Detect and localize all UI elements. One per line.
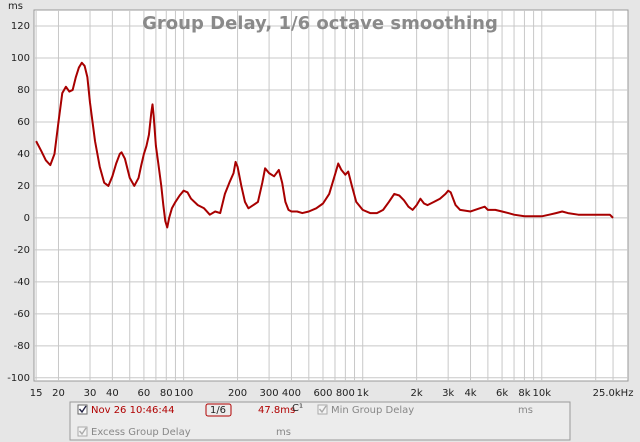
x-tick-label: 20 xyxy=(52,388,65,399)
excess-unit: ms xyxy=(276,427,291,438)
x-tick-label: 800 xyxy=(336,388,355,399)
y-tick-label: -40 xyxy=(14,277,30,288)
y-tick-label: 60 xyxy=(17,117,30,128)
x-tick-label: 2k xyxy=(411,388,423,399)
channel: C¹ xyxy=(292,403,303,414)
series-line xyxy=(35,61,614,229)
x-tick-label: 6k xyxy=(496,388,508,399)
y-tick-label: -60 xyxy=(14,309,30,320)
check xyxy=(78,427,87,436)
checkbox[interactable] xyxy=(77,426,88,437)
x-tick-label: 400 xyxy=(282,388,301,399)
x-tick-label: 80 xyxy=(160,388,173,399)
legend-panel: Nov 26 10:46:44 1/6 47.8ms C¹ Min Group … xyxy=(69,401,571,441)
chart-title: Group Delay, 1/6 octave smoothing xyxy=(142,13,498,34)
y-tick-label: 0 xyxy=(24,213,30,224)
smoothing: 1/6 xyxy=(210,405,226,416)
y-tick-label: 120 xyxy=(11,21,30,32)
x-tick-label: 1k xyxy=(357,388,369,399)
check xyxy=(318,405,327,414)
check xyxy=(78,405,87,414)
y-tick-label: -80 xyxy=(14,341,30,352)
x-tick-label: 100 xyxy=(174,388,193,399)
excess-group-delay: Excess Group Delay xyxy=(91,427,191,438)
y-axis-label: ms xyxy=(8,1,23,12)
y-tick-label: -100 xyxy=(7,373,30,384)
x-tick-label: 600 xyxy=(313,388,332,399)
x-tick-label: 8k xyxy=(518,388,530,399)
x-tick-label: 30 xyxy=(84,388,97,399)
plot-area xyxy=(33,9,629,382)
legend-entry: Nov 26 10:46:44 xyxy=(91,405,175,416)
x-tick-label: 10k xyxy=(533,388,552,399)
x-tick-label: 200 xyxy=(228,388,247,399)
x-tick-label: 60 xyxy=(138,388,151,399)
x-tick-label: 40 xyxy=(106,388,119,399)
y-tick-label: 40 xyxy=(17,149,30,160)
x-tick-label: 4k xyxy=(464,388,476,399)
x-tick-label: 300 xyxy=(260,388,279,399)
min-group-delay: Min Group Delay xyxy=(331,405,414,416)
smoothing-box[interactable] xyxy=(205,403,232,417)
x-tick-label: 25.0kHz xyxy=(593,388,634,399)
checkbox[interactable] xyxy=(77,404,88,415)
min-unit: ms xyxy=(518,405,533,416)
delay-value: 47.8ms xyxy=(258,405,295,416)
y-tick-label: 80 xyxy=(17,85,30,96)
y-tick-label: 20 xyxy=(17,181,30,192)
x-tick-label: 3k xyxy=(442,388,454,399)
y-tick-label: -20 xyxy=(14,245,30,256)
y-tick-label: 100 xyxy=(11,53,30,64)
x-tick-label: 15 xyxy=(30,388,43,399)
checkbox[interactable] xyxy=(317,404,328,415)
